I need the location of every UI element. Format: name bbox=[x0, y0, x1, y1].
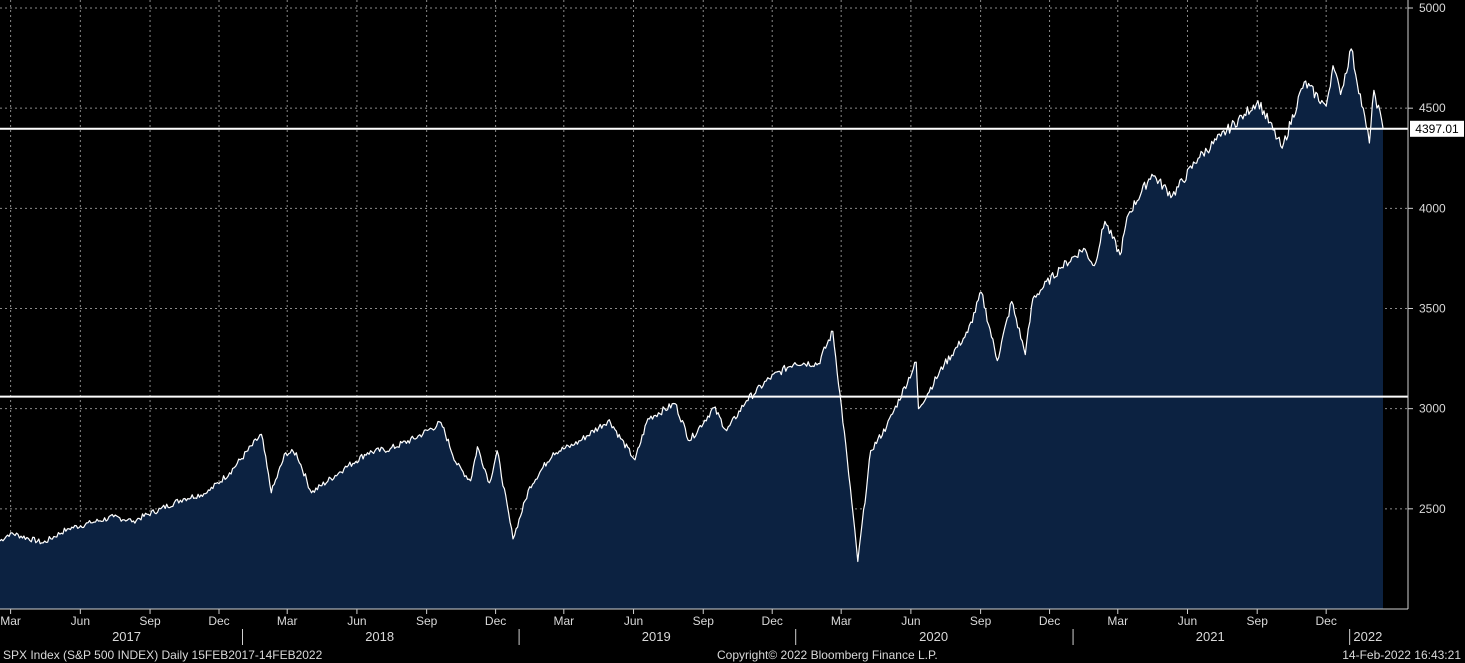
x-month-label: Jun bbox=[624, 614, 643, 628]
y-tick-label: 3500 bbox=[1419, 302, 1446, 316]
x-month-label: Sep bbox=[416, 614, 438, 628]
price-line-layer bbox=[0, 48, 1384, 563]
price-area bbox=[0, 48, 1383, 609]
security-description: SPX Index (S&P 500 INDEX) Daily 15FEB201… bbox=[3, 648, 323, 662]
x-month-label: Dec bbox=[762, 614, 783, 628]
x-month-label: Sep bbox=[139, 614, 161, 628]
x-year-label: 2021 bbox=[1196, 629, 1225, 644]
reference-label-box bbox=[1410, 120, 1464, 137]
x-month-label: Jun bbox=[71, 614, 90, 628]
x-month-label: Mar bbox=[831, 614, 852, 628]
axes: 2500 3000 3500 4000 4500 5000 Mar Jun Sep Dec Mar J… bbox=[0, 0, 1446, 645]
copyright-notice: Copyright© 2022 Bloomberg Finance L.P. bbox=[717, 648, 938, 662]
timestamp: 14-Feb-2022 16:43:21 bbox=[1342, 648, 1461, 662]
x-month-label: Jun bbox=[901, 614, 920, 628]
y-tick-label: 4000 bbox=[1419, 201, 1446, 215]
x-month-label: Dec bbox=[1039, 614, 1060, 628]
x-year-label: 2018 bbox=[365, 629, 394, 644]
x-month-label: Mar bbox=[1107, 614, 1128, 628]
x-month-label: Sep bbox=[1247, 614, 1269, 628]
reference-lines: 4397.01 bbox=[0, 120, 1464, 398]
x-month-label: Jun bbox=[1178, 614, 1197, 628]
x-month-label: Mar bbox=[553, 614, 574, 628]
y-tick-label: 2500 bbox=[1419, 502, 1446, 516]
x-year-label: 2019 bbox=[642, 629, 671, 644]
x-year-label: 2022 bbox=[1353, 629, 1382, 644]
x-month-label: Dec bbox=[208, 614, 229, 628]
x-month-label: Jun bbox=[347, 614, 366, 628]
y-tick-label: 5000 bbox=[1419, 1, 1446, 15]
y-tick-label: 4500 bbox=[1419, 101, 1446, 115]
x-month-label: Sep bbox=[970, 614, 992, 628]
y-tick-label: 3000 bbox=[1419, 402, 1446, 416]
x-month-label: Dec bbox=[1315, 614, 1336, 628]
x-month-label: Mar bbox=[277, 614, 298, 628]
reference-line-label: 4397.01 bbox=[1415, 122, 1459, 136]
price-line bbox=[0, 48, 1384, 563]
x-year-label: 2020 bbox=[919, 629, 948, 644]
x-month-label: Sep bbox=[693, 614, 715, 628]
price-area-layer bbox=[0, 48, 1383, 609]
x-year-label: 2017 bbox=[112, 629, 141, 644]
x-month-label: Dec bbox=[485, 614, 506, 628]
x-month-label: Mar bbox=[0, 614, 21, 628]
